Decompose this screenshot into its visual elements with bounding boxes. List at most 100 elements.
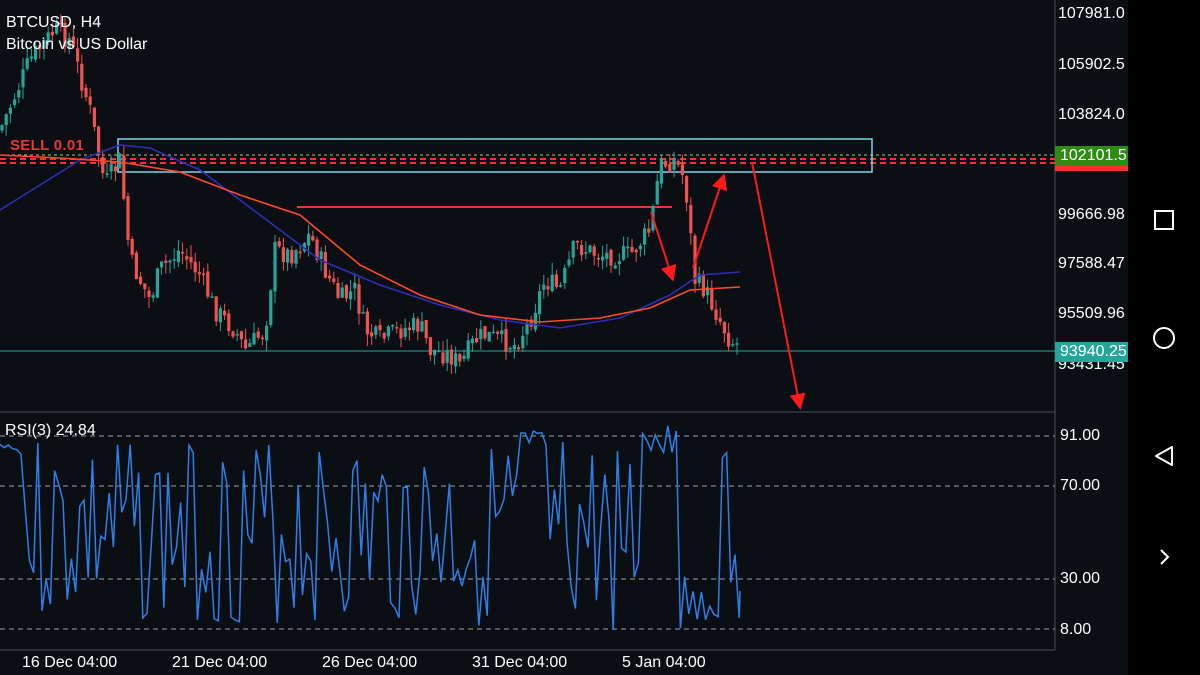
recents-button[interactable] [1128, 190, 1200, 250]
candle-body [374, 326, 378, 335]
sell-order-label[interactable]: SELL 0.01 [10, 137, 85, 154]
candle-body [454, 353, 458, 367]
time-tick: 16 Dec 04:00 [22, 654, 118, 671]
candle-body [311, 235, 315, 241]
candle-body [0, 125, 4, 131]
candle-body [50, 31, 54, 36]
candle-body [500, 330, 504, 335]
candle-body [88, 96, 92, 105]
arrow-down-long[interactable] [751, 161, 806, 410]
candle-body [160, 261, 164, 268]
candle-body [676, 161, 680, 165]
candle-body [575, 241, 579, 243]
moving-average-fast [0, 144, 741, 329]
rsi-indicator-label[interactable]: RSI(3) 24.84 [5, 422, 96, 439]
candle-body [664, 160, 668, 167]
candle-body [239, 331, 243, 340]
candle-body [538, 290, 542, 315]
candle-body [525, 322, 529, 335]
candle-body [428, 337, 432, 356]
candle-body [286, 249, 290, 263]
candle-body [76, 48, 80, 62]
price-tick: 99666.98 [1058, 206, 1125, 223]
candle-body [155, 268, 159, 298]
candle-body [181, 251, 185, 254]
candles-layer [0, 14, 739, 374]
time-tick: 5 Jan 04:00 [622, 654, 706, 671]
bid-price-badge: 102101.5 [1055, 146, 1128, 166]
candle-body [521, 335, 525, 349]
price-tick: 97588.47 [1058, 255, 1125, 272]
candle-body [8, 107, 12, 114]
candle-body [714, 309, 718, 320]
candle-body [105, 173, 109, 175]
candle-body [386, 326, 390, 337]
chart-canvas[interactable] [0, 0, 1128, 675]
candle-body [462, 355, 466, 359]
candle-body [361, 312, 365, 314]
rsi-tick: 91.00 [1060, 427, 1101, 444]
candle-body [580, 244, 584, 256]
candle-body [508, 347, 512, 350]
candle-body [172, 259, 176, 261]
candle-body [487, 331, 491, 342]
candle-body [731, 344, 735, 346]
candle-body [197, 272, 201, 275]
candle-body [63, 22, 67, 47]
candle-body [475, 338, 479, 343]
candle-body [151, 295, 155, 298]
candle-body [458, 354, 462, 362]
price-tick: 107981.0 [1058, 5, 1125, 22]
candle-body [235, 334, 239, 336]
candle-body [168, 260, 172, 263]
candle-body [273, 241, 277, 292]
candle-body [134, 252, 138, 280]
arrow-down-short[interactable] [650, 211, 677, 282]
candle-body [97, 126, 101, 155]
candle-body [412, 317, 416, 331]
candle-body [382, 332, 386, 339]
square-icon [1154, 210, 1174, 230]
expand-button[interactable] [1128, 527, 1200, 587]
candle-body [424, 319, 428, 339]
chart-app[interactable]: BTCUSD, H4 Bitcoin vs US Dollar SELL 0.0… [0, 0, 1128, 675]
candle-body [302, 243, 306, 252]
moving-average-slow [0, 154, 741, 323]
candle-body [323, 251, 327, 278]
candle-body [29, 56, 33, 59]
candle-body [281, 247, 285, 263]
candle-body [130, 239, 134, 255]
candle-body [42, 39, 46, 49]
candle-body [185, 256, 189, 260]
rsi-tick: 30.00 [1060, 570, 1101, 587]
candle-body [126, 196, 130, 240]
candle-body [391, 325, 395, 327]
candle-body [189, 256, 193, 263]
candle-body [365, 311, 369, 335]
candle-body [718, 317, 722, 322]
candle-body [491, 331, 495, 334]
candle-body [445, 349, 449, 363]
candle-body [609, 249, 613, 266]
candle-body [710, 288, 714, 310]
candle-body [643, 228, 647, 245]
candle-body [25, 58, 29, 69]
candle-body [176, 250, 180, 263]
candle-body [395, 327, 399, 329]
candle-body [601, 256, 605, 261]
candle-body [319, 251, 323, 259]
home-button[interactable] [1128, 308, 1200, 368]
candle-body [193, 261, 197, 273]
candle-body [55, 23, 59, 34]
back-button[interactable] [1128, 426, 1200, 486]
candle-body [17, 89, 21, 98]
candle-body [622, 246, 626, 260]
candle-body [84, 87, 88, 98]
candle-body [210, 296, 214, 298]
candle-body [223, 310, 227, 316]
arrow-up[interactable] [692, 173, 728, 269]
candle-body [403, 327, 407, 337]
candle-body [13, 99, 17, 106]
candle-body [277, 241, 281, 247]
symbol-description: Bitcoin vs US Dollar [6, 36, 148, 53]
